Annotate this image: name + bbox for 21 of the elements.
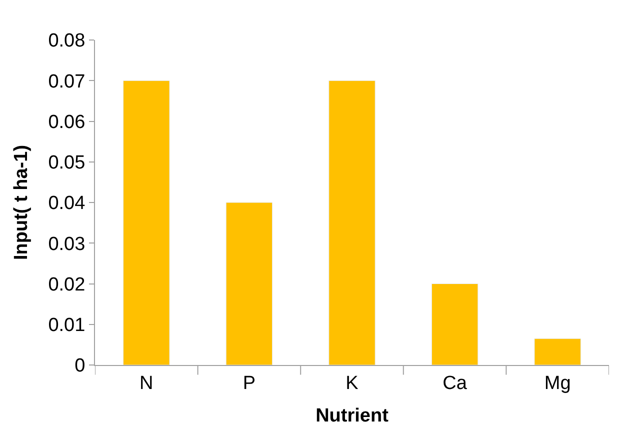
bar [123,80,170,365]
x-axis-title: Nutrient [316,406,390,427]
x-tick-label: K [346,372,359,394]
y-tick-label: 0 [74,356,86,377]
bar [431,284,478,365]
bar [328,80,376,365]
y-tick-label: 0.03 [48,234,86,255]
x-tick-label: P [242,372,256,394]
bar [226,202,273,365]
x-tick-label: Mg [544,372,571,394]
y-tick-label: 0.07 [48,71,86,92]
y-tick-label: 0.01 [48,315,86,336]
y-tick-label: 0.06 [48,112,86,133]
y-tick-label: 0.04 [48,193,86,214]
y-tick-label: 0.02 [48,274,86,296]
bar [534,338,581,365]
y-tick-label: 0.08 [48,30,86,52]
x-tick-label: N [140,372,154,394]
y-tick-label: 0.05 [48,152,86,174]
y-axis-title: Input( t ha-1) [11,144,32,260]
x-tick-label: Ca [442,372,468,394]
